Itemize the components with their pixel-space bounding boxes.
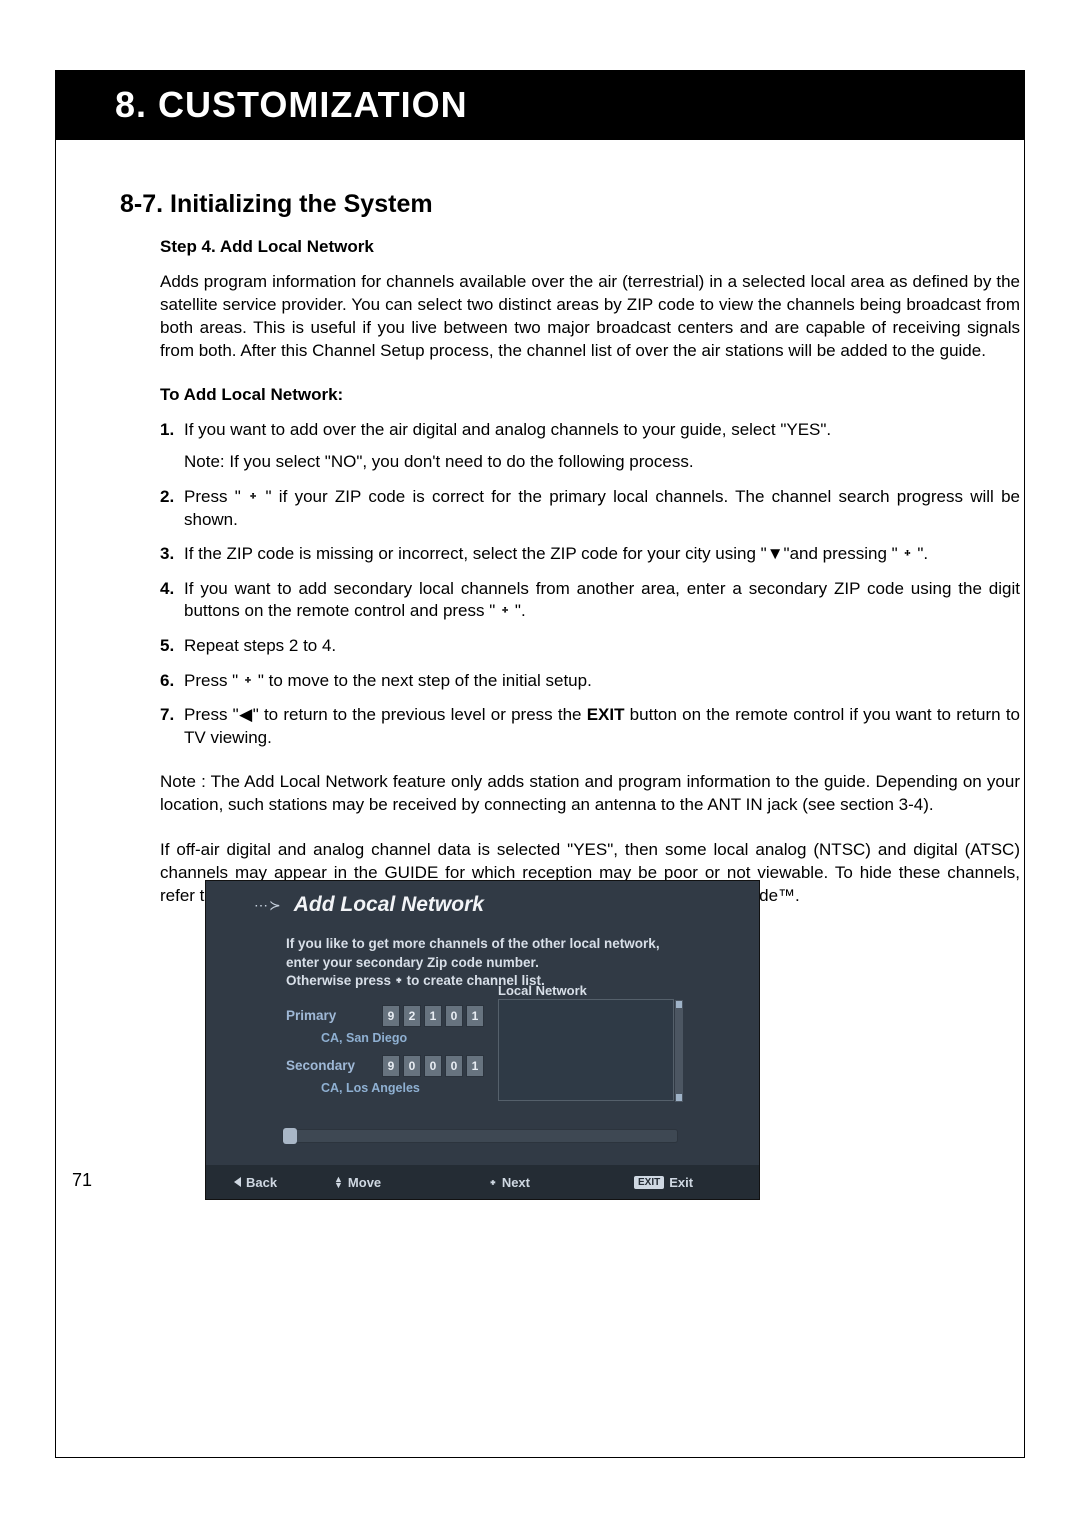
tv-instr-line2: enter your secondary Zip code number. xyxy=(286,954,719,973)
step-1-text: If you want to add over the air digital … xyxy=(184,420,831,439)
tv-title: Add Local Network xyxy=(294,893,484,917)
tv-panel: ⋯≻ Add Local Network If you like to get … xyxy=(205,880,760,1200)
primary-label: Primary xyxy=(286,1008,368,1023)
step-2: 2. Press " ᛭ " if your ZIP code is corre… xyxy=(160,486,1020,531)
chapter-title: 8. CUSTOMIZATION xyxy=(115,84,468,126)
note-1: Note : The Add Local Network feature onl… xyxy=(160,771,1020,817)
steps-list: 1. If you want to add over the air digit… xyxy=(160,419,1020,750)
zip-digit[interactable]: 1 xyxy=(424,1005,442,1027)
footer-move[interactable]: ▲▼ Move xyxy=(334,1175,489,1190)
step-4-text: If you want to add secondary local chann… xyxy=(184,579,1020,621)
back-icon xyxy=(234,1177,241,1187)
footer-back[interactable]: Back xyxy=(234,1175,334,1190)
primary-zip-input[interactable]: 9 2 1 0 1 xyxy=(382,1005,484,1027)
step-7-exit-bold: EXIT xyxy=(587,705,625,724)
zip-digit[interactable]: 0 xyxy=(445,1055,463,1077)
zip-digit[interactable]: 1 xyxy=(466,1005,484,1027)
content-area: 8-7. Initializing the System Step 4. Add… xyxy=(120,190,1020,930)
section-title: 8-7. Initializing the System xyxy=(120,190,1020,219)
footer-next-label: Next xyxy=(502,1175,530,1190)
tv-title-row: ⋯≻ Add Local Network xyxy=(206,881,759,925)
secondary-label: Secondary xyxy=(286,1058,368,1073)
tv-footer: Back ▲▼ Move ᛭ Next EXIT Exit xyxy=(206,1165,759,1199)
select-icon: ᛭ xyxy=(489,1175,497,1190)
step-1-note: Note: If you select "NO", you don't need… xyxy=(184,451,1020,474)
zip-digit[interactable]: 0 xyxy=(445,1005,463,1027)
step-2-text: Press " ᛭ " if your ZIP code is correct … xyxy=(184,487,1020,529)
footer-next[interactable]: ᛭ Next xyxy=(489,1175,634,1190)
footer-exit-label: Exit xyxy=(669,1175,693,1190)
step-4: 4. If you want to add secondary local ch… xyxy=(160,578,1020,623)
footer-move-label: Move xyxy=(348,1175,381,1190)
secondary-zip-input[interactable]: 9 0 0 0 1 xyxy=(382,1055,484,1077)
step-1: 1. If you want to add over the air digit… xyxy=(160,419,1020,474)
scrollbar[interactable] xyxy=(675,1000,683,1102)
step-3: 3. If the ZIP code is missing or incorre… xyxy=(160,543,1020,566)
zip-digit[interactable]: 0 xyxy=(403,1055,421,1077)
local-network-header: Local Network xyxy=(498,983,587,998)
step-5: 5. Repeat steps 2 to 4. xyxy=(160,635,1020,658)
zip-digit[interactable]: 9 xyxy=(382,1005,400,1027)
zip-digit[interactable]: 9 xyxy=(382,1055,400,1077)
step-6-text: Press " ᛭ " to move to the next step of … xyxy=(184,671,592,690)
scroll-up-icon[interactable] xyxy=(676,1001,682,1008)
page-number: 71 xyxy=(72,1170,92,1191)
progress-bar[interactable] xyxy=(282,1129,678,1143)
zip-digit[interactable]: 1 xyxy=(466,1055,484,1077)
zip-digit[interactable]: 2 xyxy=(403,1005,421,1027)
subheading: To Add Local Network: xyxy=(160,385,1020,405)
step-7-text-a: Press "◀" to return to the previous leve… xyxy=(184,705,587,724)
step-title: Step 4. Add Local Network xyxy=(160,237,1020,257)
footer-exit[interactable]: EXIT Exit xyxy=(634,1175,693,1190)
footer-back-label: Back xyxy=(246,1175,277,1190)
step-6: 6. Press " ᛭ " to move to the next step … xyxy=(160,670,1020,693)
tv-body: Local Network Primary 9 2 1 0 1 CA, San … xyxy=(206,997,759,1095)
step-7: 7. Press "◀" to return to the previous l… xyxy=(160,704,1020,749)
move-icon: ▲▼ xyxy=(334,1176,343,1188)
page: 8. CUSTOMIZATION 8-7. Initializing the S… xyxy=(0,0,1080,1528)
zip-digit[interactable]: 0 xyxy=(424,1055,442,1077)
progress-knob[interactable] xyxy=(283,1128,297,1144)
scroll-down-icon[interactable] xyxy=(676,1094,682,1101)
tv-instructions: If you like to get more channels of the … xyxy=(206,925,759,997)
exit-badge-icon: EXIT xyxy=(634,1176,664,1189)
intro-paragraph: Adds program information for channels av… xyxy=(160,271,1020,363)
tv-title-prefix-icon: ⋯≻ xyxy=(254,897,282,914)
step-3-text: If the ZIP code is missing or incorrect,… xyxy=(184,544,928,563)
chapter-bar: 8. CUSTOMIZATION xyxy=(55,70,1025,140)
local-network-list[interactable] xyxy=(498,999,674,1101)
step-5-text: Repeat steps 2 to 4. xyxy=(184,636,336,655)
tv-instr-line1: If you like to get more channels of the … xyxy=(286,935,719,954)
